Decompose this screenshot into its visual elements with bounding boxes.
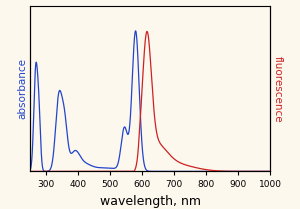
X-axis label: wavelength, nm: wavelength, nm: [100, 195, 200, 208]
Y-axis label: fluorescence: fluorescence: [272, 56, 283, 122]
Y-axis label: absorbance: absorbance: [17, 58, 27, 119]
